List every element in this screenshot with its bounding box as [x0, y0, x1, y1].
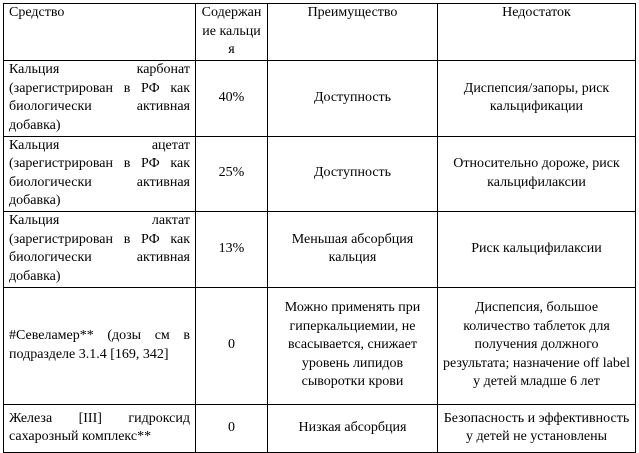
- cell-disadvantage: Безопасность и эффективность у детей не …: [437, 403, 636, 453]
- table-row: #Севеламер** (дозы см в подразделе 3.1.4…: [3, 286, 636, 405]
- cell-advantage: Доступность: [267, 135, 438, 212]
- table-row: Кальция лактат (зарегистрирован в РФ как…: [3, 210, 636, 288]
- cell-calcium-content: 25%: [195, 135, 268, 212]
- cell-agent: Кальция лактат (зарегистрирован в РФ как…: [3, 210, 196, 288]
- cell-agent: Кальция ацетат (зарегистрирован в РФ как…: [3, 135, 196, 212]
- cell-agent: Кальция карбонат (зарегистрирован в РФ к…: [3, 59, 196, 137]
- header-calcium-content: Содержание кальция: [195, 3, 268, 61]
- header-advantage: Преимущество: [267, 3, 438, 61]
- cell-calcium-content: 13%: [195, 210, 268, 288]
- cell-calcium-content: 0: [195, 286, 268, 405]
- header-agent: Средство: [3, 3, 196, 61]
- table-row: Железа [III] гидроксид сахарозный компле…: [3, 403, 636, 453]
- cell-disadvantage: Относительно дороже, риск кальцифилаксии: [437, 135, 636, 212]
- cell-calcium-content: 40%: [195, 59, 268, 137]
- table-row: Кальция карбонат (зарегистрирован в РФ к…: [3, 59, 636, 137]
- table-row: Кальция ацетат (зарегистрирован в РФ как…: [3, 135, 636, 212]
- cell-advantage: Меньшая абсорбция кальция: [267, 210, 438, 288]
- cell-disadvantage: Диспепсия/запоры, риск кальцификации: [437, 59, 636, 137]
- cell-disadvantage: Диспепсия, большое количество таблеток д…: [437, 286, 636, 405]
- cell-agent: #Севеламер** (дозы см в подразделе 3.1.4…: [3, 286, 196, 405]
- phosphate-binders-table: Средство Содержание кальция Преимущество…: [3, 3, 636, 453]
- cell-calcium-content: 0: [195, 403, 268, 453]
- table-header-row: Средство Содержание кальция Преимущество…: [3, 3, 636, 61]
- header-disadvantage: Недостаток: [437, 3, 636, 61]
- cell-advantage: Доступность: [267, 59, 438, 137]
- cell-agent: Железа [III] гидроксид сахарозный компле…: [3, 403, 196, 453]
- cell-advantage: Можно применять при гиперкальциемии, не …: [267, 286, 438, 405]
- cell-disadvantage: Риск кальцифилаксии: [437, 210, 636, 288]
- cell-advantage: Низкая абсорбция: [267, 403, 438, 453]
